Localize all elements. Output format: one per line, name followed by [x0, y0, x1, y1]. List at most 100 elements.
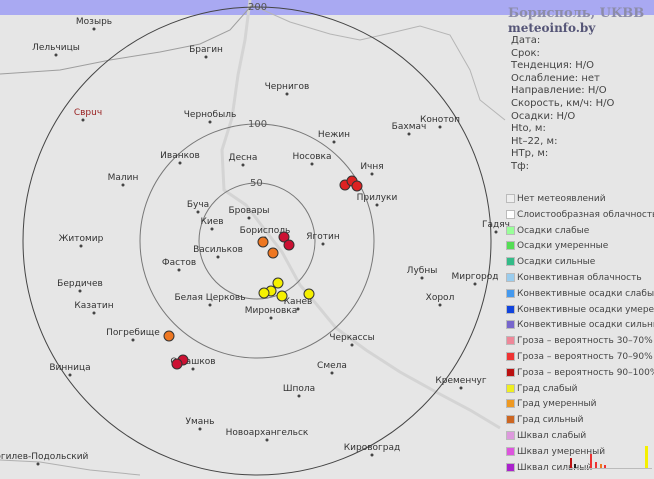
- legend-swatch: [506, 336, 515, 346]
- city-label: Шпола: [283, 384, 315, 394]
- city-label: Брагин: [189, 45, 223, 55]
- city-marker: [473, 282, 477, 286]
- echo-marker-hail-weak[interactable]: [272, 277, 284, 289]
- city-marker: [265, 438, 269, 442]
- city-label: Бердичев: [57, 279, 103, 289]
- legend-item: Конвективные осадки слабые: [506, 287, 654, 301]
- info-tf: Тф:: [511, 160, 530, 172]
- city-label: Чернобыль: [184, 110, 237, 120]
- echo-marker-hail-strong[interactable]: [351, 180, 363, 192]
- legend-swatch: [506, 415, 515, 425]
- city-marker: [321, 242, 325, 246]
- info-hto: Hto, м:: [511, 123, 546, 135]
- legend-swatch: [506, 462, 515, 472]
- legend-item: Град сильный: [506, 413, 584, 427]
- info-speed: Скорость, км/ч: Н/О: [511, 97, 615, 109]
- city-label: Гадяч: [482, 220, 510, 230]
- legend-item: Осадки сильные: [506, 255, 595, 269]
- city-label: Борисполь: [240, 226, 291, 236]
- legend-swatch: [506, 446, 515, 456]
- city-label: Погребище: [106, 328, 160, 338]
- echo-marker-hail-moderate[interactable]: [267, 247, 279, 259]
- info-weakening: Ослабление: нет: [511, 72, 600, 84]
- legend-item: Гроза – вероятность 70–90%: [506, 350, 653, 364]
- ring-label-200: 200: [248, 2, 267, 13]
- city-marker: [296, 307, 300, 311]
- info-ht22: Ht–22, м:: [511, 135, 558, 147]
- city-marker: [198, 427, 202, 431]
- legend-swatch: [506, 399, 515, 409]
- legend-swatch: [506, 241, 515, 251]
- echo-marker-hail-weak[interactable]: [303, 288, 315, 300]
- legend-item: Шквал умеренный: [506, 445, 605, 459]
- legend-label: Осадки умеренные: [517, 241, 609, 252]
- legend-label: Гроза – вероятность 90–100%: [517, 367, 654, 378]
- legend-item: Гроза – вероятность 30–70%: [506, 334, 653, 348]
- echo-marker-hail-moderate[interactable]: [163, 330, 175, 342]
- city-label: Конотоп: [420, 115, 460, 125]
- legend-label: Конвективные осадки сильные: [517, 320, 654, 331]
- city-label: Миргород: [451, 272, 498, 282]
- city-marker: [68, 373, 72, 377]
- city-marker: [332, 140, 336, 144]
- info-direction: Направление: Н/О: [511, 85, 607, 97]
- legend-label: Осадки сильные: [517, 257, 596, 268]
- info-date: Дата:: [511, 35, 541, 46]
- city-marker: [216, 255, 220, 259]
- echo-marker-storm-90[interactable]: [171, 358, 183, 370]
- river-dnieper: [220, 0, 501, 430]
- city-marker: [438, 125, 442, 129]
- city-marker: [196, 210, 200, 214]
- echo-marker-hail-weak[interactable]: [258, 287, 270, 299]
- legend-swatch: [506, 288, 515, 298]
- legend-label: Слоистообразная облачность: [517, 209, 654, 220]
- city-marker: [494, 230, 498, 234]
- legend: Нет метеоявлений Слоистообразная облачнос…: [506, 192, 654, 476]
- legend-label: Град слабый: [517, 383, 578, 394]
- echo-marker-hail-weak[interactable]: [276, 290, 288, 302]
- city-marker: [208, 120, 212, 124]
- city-marker: [121, 183, 125, 187]
- echo-marker-hail-moderate[interactable]: [257, 236, 269, 248]
- border-line-2: [251, 4, 506, 121]
- city-label: Сврuч: [74, 108, 102, 118]
- legend-item: Град слабый: [506, 382, 578, 396]
- city-marker: [269, 316, 273, 320]
- city-marker: [78, 289, 82, 293]
- city-label: Винница: [49, 363, 90, 373]
- ring-200: [22, 6, 492, 476]
- city-label: Носовка: [293, 152, 332, 162]
- legend-label: Нет метеоявлений: [517, 194, 606, 204]
- city-label: Чернигов: [265, 82, 310, 92]
- mini-histogram: [566, 444, 652, 469]
- border-line: [0, 4, 253, 75]
- ring-label-100: 100: [248, 119, 267, 130]
- ring-100: [139, 123, 375, 359]
- city-label: Лубны: [407, 266, 438, 276]
- legend-swatch: [506, 367, 515, 377]
- city-label: Новоархангельск: [226, 428, 309, 438]
- ring-label-50: 50: [250, 178, 263, 189]
- city-label: Прилуки: [357, 193, 398, 203]
- legend-label: Конвективные осадки слабые: [517, 288, 654, 299]
- city-marker: [131, 338, 135, 342]
- legend-item: Шквал сильный: [506, 461, 592, 475]
- city-label: Житомир: [59, 234, 104, 244]
- city-marker: [438, 303, 442, 307]
- legend-label: Конвективные осадки умерен.: [517, 304, 654, 315]
- histogram-bars: [570, 446, 648, 468]
- city-marker: [407, 132, 411, 136]
- legend-swatch: [506, 352, 515, 361]
- city-marker: [247, 216, 251, 220]
- legend-item: Слоистообразная облачность: [506, 208, 654, 222]
- echo-marker-storm-90[interactable]: [283, 239, 295, 251]
- ring-50: [198, 182, 316, 300]
- legend-item: Осадки умеренные: [506, 239, 608, 253]
- top-band: [0, 0, 654, 15]
- legend-label: Шквал сильный: [517, 462, 593, 473]
- city-label: Десна: [229, 153, 258, 163]
- echo-marker-storm-90[interactable]: [278, 231, 290, 243]
- city-label: Бахмач: [392, 122, 427, 132]
- info-tendency: Тенденция: Н/О: [511, 60, 595, 72]
